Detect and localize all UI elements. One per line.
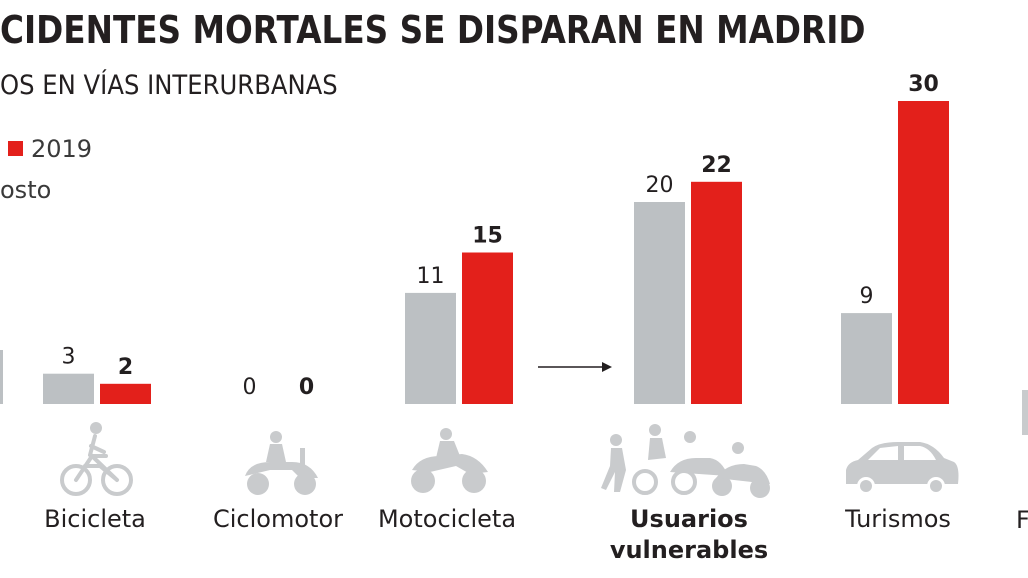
- legend-item-2019: 2019: [8, 135, 92, 163]
- bar-motocicleta-2019: [462, 252, 513, 404]
- scooter-icon: [245, 431, 318, 495]
- bar-turismos-prev: [841, 313, 892, 404]
- legend-swatch-2019: [8, 141, 23, 156]
- annotation-arrow: [538, 362, 612, 372]
- bar-turismos-2019: [898, 101, 949, 404]
- clipped-bar-left: [0, 350, 3, 404]
- value-label-motocicleta-2019: 15: [472, 224, 503, 249]
- value-label-motocicleta-prev: 11: [417, 264, 445, 289]
- car-icon: [846, 442, 959, 495]
- category-label-ciclomotor: Ciclomotor: [213, 505, 343, 533]
- bicycle-icon: [60, 422, 133, 496]
- bar-motocicleta-prev: [405, 292, 456, 404]
- category-labels-group: Bicicleta Ciclomotor Motocicleta Usuarios vu…: [44, 505, 951, 564]
- value-label-turismos-2019: 30: [908, 72, 939, 97]
- vulnerable-users-icon: [601, 424, 770, 498]
- legend-label-2019: 2019: [31, 135, 93, 163]
- value-label-bicicleta-2019: 2: [118, 355, 133, 380]
- value-label-ciclomotor-2019: 0: [299, 375, 314, 400]
- bars-group: [43, 101, 949, 404]
- chart-title: CIDENTES MORTALES SE DISPARAN EN MADRID: [0, 8, 866, 52]
- legend-note: osto: [0, 176, 52, 204]
- bar-usuarios-vulnerables-prev: [634, 202, 685, 404]
- category-label-bicicleta: Bicicleta: [44, 505, 146, 533]
- clipped-label-right: F: [1016, 506, 1028, 534]
- value-label-bicicleta-prev: 3: [62, 345, 76, 370]
- category-label-turismos: Turismos: [844, 505, 951, 533]
- bar-bicicleta-prev: [43, 373, 94, 404]
- category-label-motocicleta: Motocicleta: [378, 505, 516, 533]
- value-label-usuarios-vulnerables-prev: 20: [646, 173, 674, 198]
- value-label-ciclomotor-prev: 0: [243, 375, 257, 400]
- value-label-turismos-prev: 9: [860, 284, 874, 309]
- bar-usuarios-vulnerables-2019: [691, 181, 742, 404]
- clipped-icon-right: [1022, 390, 1028, 435]
- category-label-usuarios-vulnerables: Usuarios vulnerables: [610, 505, 768, 564]
- value-label-usuarios-vulnerables-2019: 22: [701, 153, 732, 178]
- chart-subtitle: OS EN VÍAS INTERURBANAS: [0, 70, 338, 101]
- motorcycle-icon: [411, 428, 488, 493]
- bar-bicicleta-2019: [100, 383, 151, 404]
